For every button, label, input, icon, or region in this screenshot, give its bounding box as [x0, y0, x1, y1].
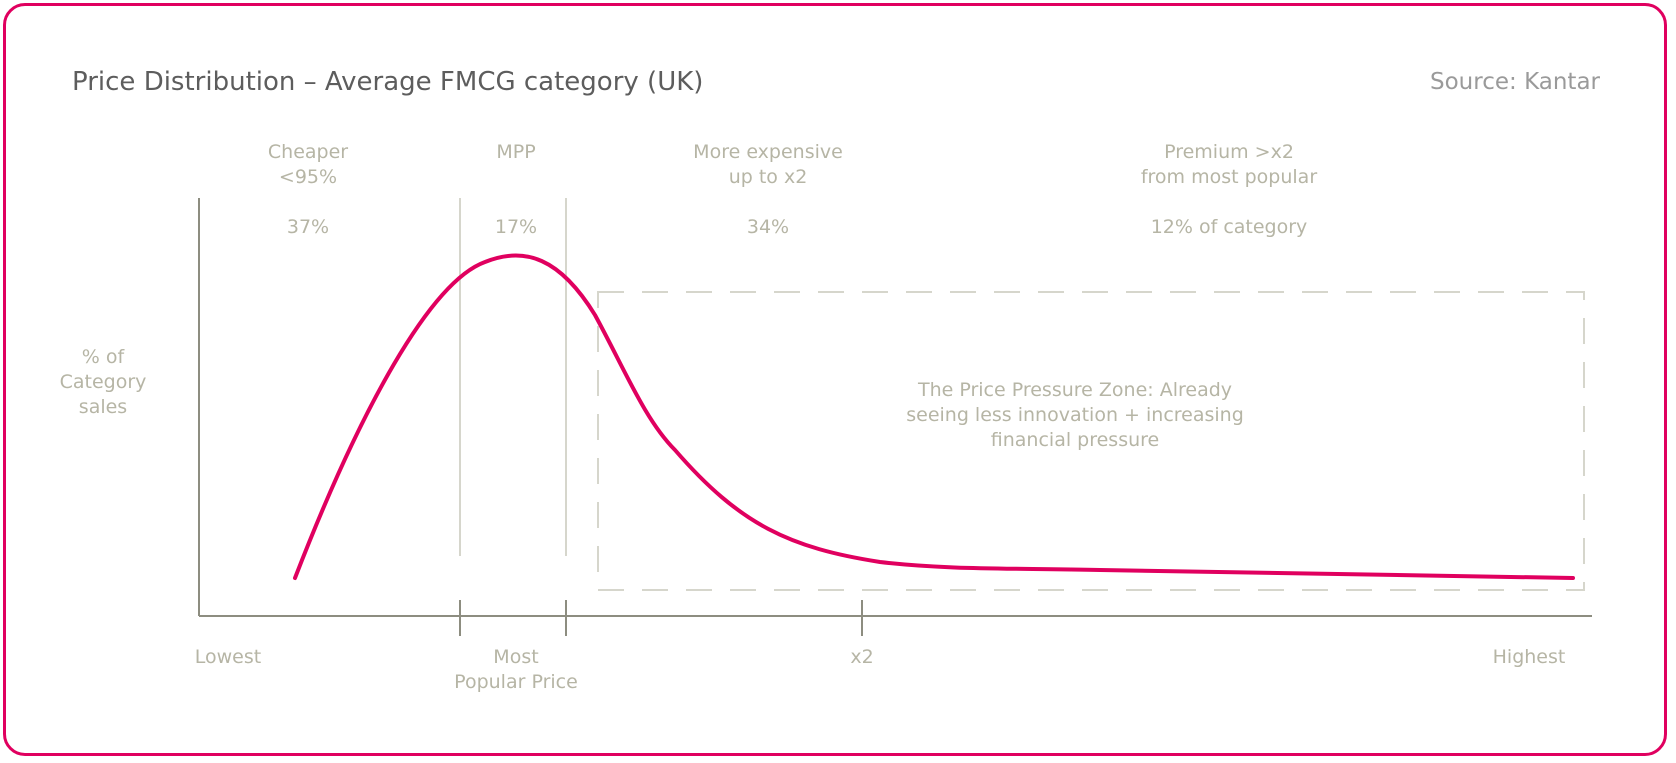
segment-label-premium: Premium >x2 from most popular [1141, 140, 1317, 190]
chart-frame [3, 3, 1667, 756]
price-pressure-zone-annotation: The Price Pressure Zone: Already seeing … [906, 379, 1244, 451]
segment-name: Cheaper <95% [267, 141, 349, 188]
x-tick-label-highest: Highest [1492, 646, 1566, 668]
segment-share-cheaper: 37% [286, 216, 330, 238]
segment-label-more-expensive: More expensive up to x2 [693, 140, 843, 190]
y-axis-label: % of Category sales [59, 346, 147, 418]
x-tick-label-mpp: Most Popular Price [454, 646, 578, 693]
chart-title: Price Distribution – Average FMCG catego… [72, 67, 704, 97]
x-tick-label-lowest: Lowest [194, 646, 262, 668]
segment-label-cheaper: Cheaper <95% [268, 140, 348, 190]
source-label: Source: Kantar [1430, 69, 1600, 95]
segment-label-mpp: MPP [496, 140, 535, 165]
segment-name: More expensive up to x2 [693, 141, 843, 188]
distribution-curve [293, 253, 1575, 580]
segment-share-more-expensive: 34% [746, 216, 790, 238]
segment-share-premium: 12% of category [1150, 216, 1308, 238]
segment-share-mpp: 17% [494, 216, 538, 238]
segment-name: Premium >x2 from most popular [1140, 141, 1318, 188]
segment-name: MPP [496, 141, 536, 163]
price-pressure-zone-box [597, 291, 1585, 591]
x-tick-label-x2: x2 [850, 646, 874, 668]
